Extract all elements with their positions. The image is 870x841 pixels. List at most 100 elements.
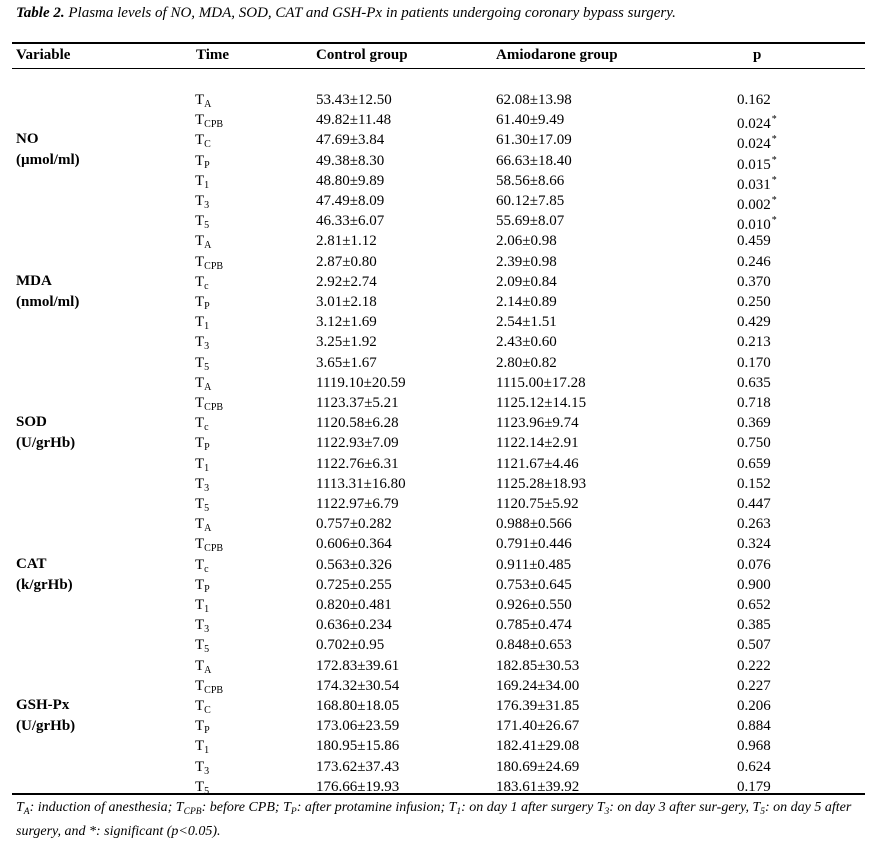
variable-name: MDA: [16, 272, 52, 289]
time-cell: Tc: [195, 555, 209, 580]
variable-name: NO: [16, 131, 39, 148]
p-number: 0.369: [737, 415, 771, 432]
time-subscript: CPB: [204, 119, 224, 131]
header-amiodarone: Amiodarone group: [496, 47, 618, 63]
time-subscript: A: [204, 523, 212, 535]
significance-mark: *: [771, 195, 777, 206]
time-subscript: CPB: [204, 260, 224, 272]
time-letter: T: [195, 617, 205, 634]
p-number: 0.750: [737, 435, 771, 452]
p-number: 0.447: [737, 496, 771, 512]
p-value: 0.507: [737, 635, 771, 655]
amiodarone-value: 2.39±0.98: [496, 253, 557, 270]
p-number: 0.652: [737, 597, 771, 613]
amiodarone-value: 176.39±31.85: [496, 698, 580, 714]
time-cell: TP: [195, 716, 210, 741]
p-value: 0.213: [737, 332, 771, 352]
significance-mark: *: [771, 134, 777, 146]
time-cell: T5: [195, 494, 209, 519]
p-value: 0.227: [737, 676, 771, 696]
p-value: 0.459: [737, 231, 771, 251]
control-value: 174.32±30.54: [316, 677, 400, 694]
p-number: 0.024: [737, 136, 771, 153]
time-cell: TP: [195, 433, 210, 458]
control-value: 47.69±3.84: [316, 132, 385, 149]
time-subscript: c: [204, 563, 209, 575]
p-number: 0.213: [737, 334, 771, 351]
amiodarone-value: 0.753±0.645: [496, 576, 572, 593]
time-letter: T: [195, 132, 205, 149]
control-value: 0.636±0.234: [316, 617, 392, 634]
variable-name: GSH-Px: [16, 697, 70, 713]
amiodarone-value: 171.40±26.67: [496, 718, 580, 735]
control-value: 1120.58±6.28: [316, 415, 399, 432]
variable-unit: (nmol/ml): [16, 293, 80, 310]
p-number: 0.206: [737, 698, 771, 714]
time-cell: TA: [195, 514, 211, 539]
p-value: 0.652: [737, 595, 771, 615]
time-subscript: 3: [204, 624, 210, 636]
p-value: 0.718: [737, 393, 771, 413]
time-subscript: A: [204, 381, 212, 393]
time-subscript: 3: [204, 200, 210, 211]
time-letter: T: [195, 657, 205, 674]
control-value: 172.83±39.61: [316, 657, 400, 674]
time-cell: TC: [195, 696, 211, 721]
header-time: Time: [196, 47, 230, 63]
p-value: 0.884: [737, 716, 771, 736]
p-value: 0.024*: [737, 110, 777, 134]
p-value: 0.659: [737, 454, 771, 474]
time-cell: T3: [195, 757, 209, 782]
p-number: 0.250: [737, 294, 771, 310]
time-subscript: P: [204, 301, 210, 312]
top-rule: [12, 42, 865, 44]
time-letter: T: [195, 395, 205, 411]
time-cell: TA: [195, 373, 211, 398]
time-subscript: 5: [204, 220, 210, 232]
p-number: 0.459: [737, 233, 771, 250]
time-cell: Tc: [195, 272, 209, 297]
time-subscript: 5: [204, 361, 210, 373]
p-number: 0.659: [737, 455, 771, 472]
time-subscript: c: [204, 280, 209, 292]
time-cell: TC: [195, 130, 211, 155]
time-cell: TA: [195, 656, 211, 681]
p-value: 0.162: [737, 90, 771, 110]
bottom-rule: [12, 793, 865, 795]
p-number: 0.370: [737, 273, 771, 290]
variable-unit: (µmol/ml): [16, 152, 80, 169]
time-cell: T1: [195, 454, 209, 479]
amiodarone-value: 0.926±0.550: [496, 597, 572, 613]
time-cell: TCPB: [195, 676, 223, 701]
p-number: 0.968: [737, 738, 771, 755]
footnote-subscript: 1: [456, 807, 462, 817]
time-cell: TCPB: [195, 110, 223, 135]
time-cell: T5: [195, 211, 209, 236]
table-footnote: TA: induction of anesthesia; TCPB: befor…: [16, 798, 862, 841]
time-subscript: 3: [204, 482, 210, 494]
amiodarone-value: 0.911±0.485: [496, 556, 572, 573]
time-subscript: 5: [204, 785, 210, 797]
control-value: 1122.76±6.31: [316, 455, 399, 472]
amiodarone-value: 1123.96±9.74: [496, 415, 579, 432]
time-letter: T: [195, 112, 205, 129]
time-cell: T3: [195, 474, 209, 499]
control-value: 1122.97±6.79: [316, 496, 399, 512]
control-value: 3.12±1.69: [316, 314, 377, 331]
time-letter: T: [195, 516, 205, 533]
control-value: 0.606±0.364: [316, 536, 392, 553]
header-control: Control group: [316, 47, 408, 63]
p-value: 0.324: [737, 534, 771, 554]
time-subscript: c: [204, 422, 209, 434]
control-value: 0.702±0.95: [316, 637, 385, 654]
time-subscript: P: [204, 725, 210, 737]
time-cell: T3: [195, 332, 209, 357]
p-value: 0.369: [737, 413, 771, 433]
caption-label: Table 2.: [16, 5, 65, 21]
time-subscript: CPB: [204, 684, 224, 696]
amiodarone-value: 0.791±0.446: [496, 536, 572, 553]
p-number: 0.385: [737, 617, 771, 634]
amiodarone-value: 183.61±39.92: [496, 778, 580, 795]
amiodarone-value: 182.41±29.08: [496, 738, 580, 755]
time-cell: TP: [195, 292, 210, 317]
